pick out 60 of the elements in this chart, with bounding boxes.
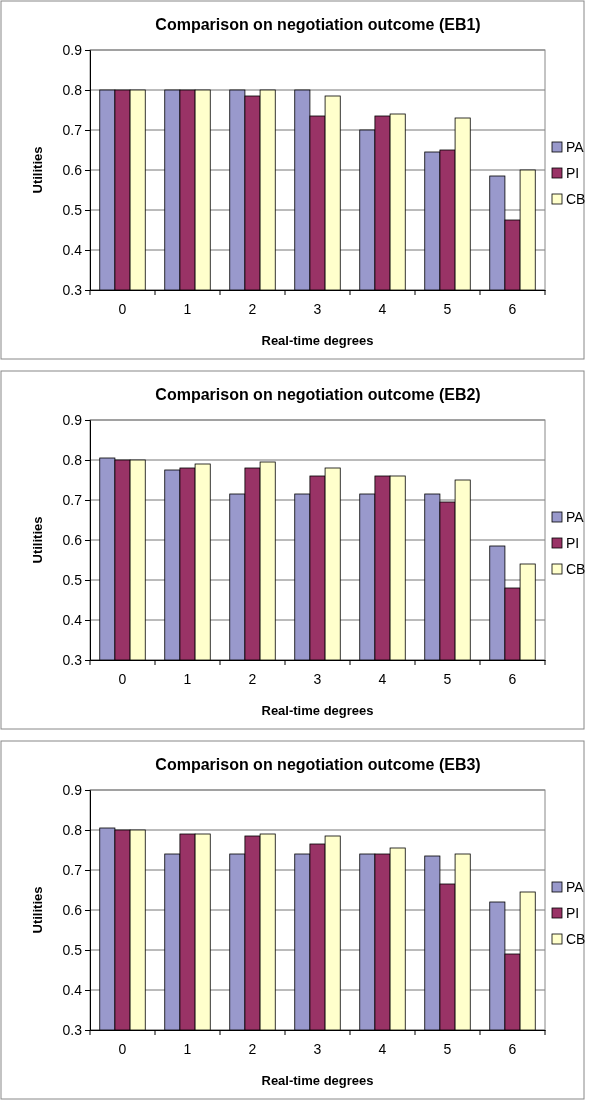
y-axis-title: Utilities	[30, 516, 45, 564]
x-tick-label: 0	[118, 300, 127, 317]
x-tick-label: 1	[183, 670, 192, 687]
y-tick-label: 0.5	[62, 941, 83, 958]
y-tick-label: 0.3	[62, 651, 83, 668]
legend-label: PI	[566, 165, 580, 181]
x-tick-label: 5	[443, 1040, 452, 1057]
x-tick-label: 1	[183, 300, 192, 317]
legend-label: CB	[566, 191, 586, 207]
x-tick-label: 5	[443, 670, 452, 687]
y-tick-label: 0.8	[62, 81, 83, 98]
x-tick-label: 5	[443, 300, 452, 317]
x-tick-label: 4	[378, 300, 387, 317]
legend-label: CB	[566, 561, 586, 577]
legend-label: PI	[566, 535, 580, 551]
y-tick-label: 0.5	[62, 571, 83, 588]
x-tick-label: 2	[248, 1040, 257, 1057]
y-tick-label: 0.6	[62, 161, 83, 178]
x-axis-title: Real-time degrees	[261, 703, 374, 718]
y-tick-label: 0.7	[62, 121, 83, 138]
x-tick-label: 1	[183, 1040, 192, 1057]
y-tick-label: 0.8	[62, 821, 83, 838]
y-tick-label: 0.3	[62, 1021, 83, 1038]
y-axis-title: Utilities	[30, 146, 45, 194]
x-tick-label: 2	[248, 670, 257, 687]
chart-title: Comparison on negotiation outcome (EB3)	[155, 756, 481, 773]
legend-label: PA	[566, 139, 585, 155]
y-tick-label: 0.9	[62, 41, 83, 58]
x-tick-label: 3	[313, 1040, 322, 1057]
x-tick-label: 2	[248, 300, 257, 317]
y-tick-label: 0.4	[62, 981, 83, 998]
y-tick-label: 0.7	[62, 861, 83, 878]
x-tick-label: 6	[508, 1040, 517, 1057]
y-tick-label: 0.4	[62, 241, 83, 258]
y-tick-label: 0.7	[62, 491, 83, 508]
x-axis-title: Real-time degrees	[261, 1073, 374, 1088]
chart-title: Comparison on negotiation outcome (EB1)	[155, 16, 481, 33]
y-tick-label: 0.6	[62, 531, 83, 548]
y-tick-label: 0.9	[62, 411, 83, 428]
legend-label: PI	[566, 905, 580, 921]
y-tick-label: 0.3	[62, 281, 83, 298]
x-tick-label: 6	[508, 670, 517, 687]
legend-label: PA	[566, 879, 585, 895]
x-tick-label: 0	[118, 1040, 127, 1057]
legend-label: CB	[566, 931, 586, 947]
y-tick-label: 0.5	[62, 201, 83, 218]
x-tick-label: 6	[508, 300, 517, 317]
y-tick-label: 0.6	[62, 901, 83, 918]
x-tick-label: 4	[378, 1040, 387, 1057]
y-axis-title: Utilities	[30, 886, 45, 934]
y-tick-label: 0.9	[62, 781, 83, 798]
x-tick-label: 0	[118, 670, 127, 687]
legend-label: PA	[566, 509, 585, 525]
y-tick-label: 0.8	[62, 451, 83, 468]
x-tick-label: 3	[313, 300, 322, 317]
chart-title: Comparison on negotiation outcome (EB2)	[155, 386, 481, 403]
x-tick-label: 3	[313, 670, 322, 687]
x-axis-title: Real-time degrees	[261, 333, 374, 348]
x-tick-label: 4	[378, 670, 387, 687]
y-tick-label: 0.4	[62, 611, 83, 628]
